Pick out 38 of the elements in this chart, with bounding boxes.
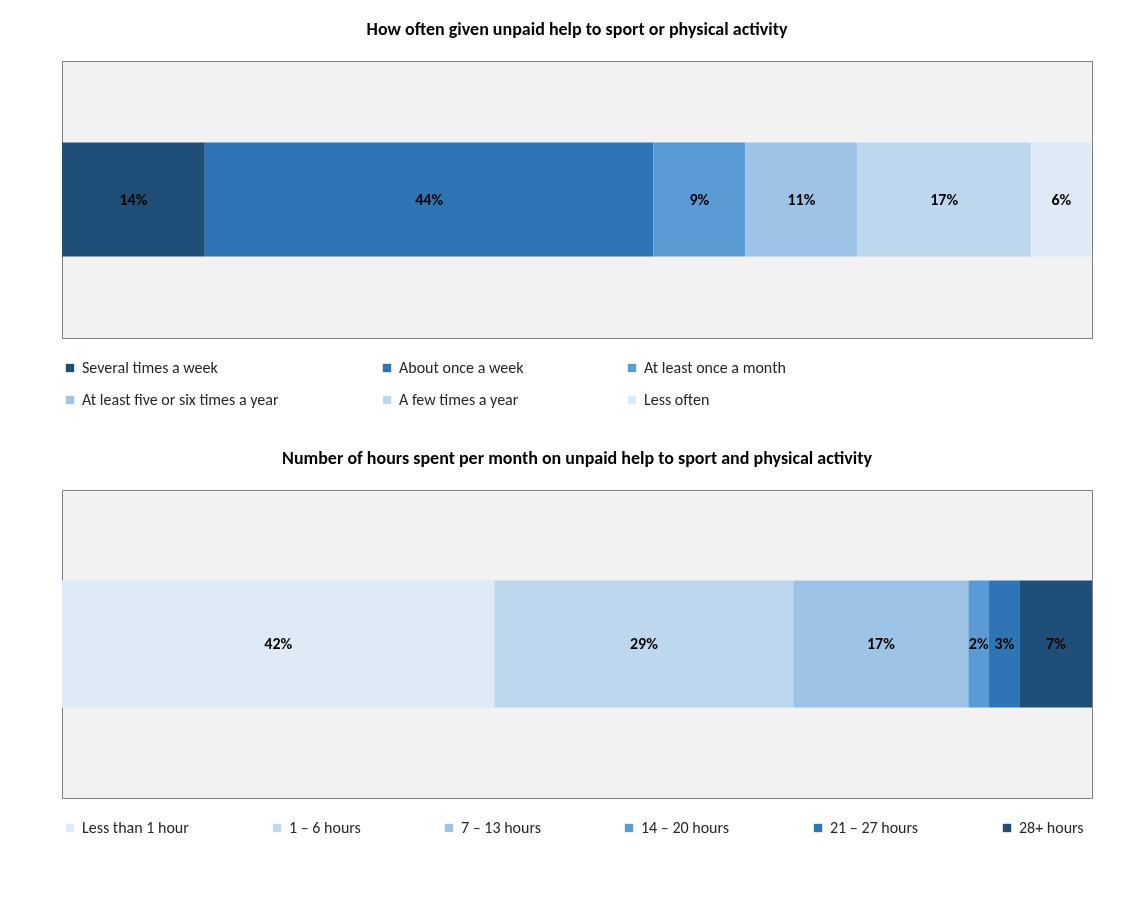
bar xyxy=(494,580,794,708)
legend-label: At least once a month xyxy=(644,358,786,377)
legend-label: Less often xyxy=(644,390,710,409)
data-label: 42% xyxy=(264,634,293,653)
legend-label: 7 – 13 hours xyxy=(461,818,541,837)
bar xyxy=(1030,142,1092,257)
data-label: 3% xyxy=(994,634,1015,653)
data-label: 14% xyxy=(119,189,148,209)
data-label: 17% xyxy=(866,634,896,653)
data-label: 11% xyxy=(787,189,816,209)
bar xyxy=(62,580,495,708)
data-label: 7% xyxy=(1046,634,1067,653)
bar xyxy=(857,142,1031,257)
data-label: 29% xyxy=(630,634,659,653)
data-label: 44% xyxy=(415,189,444,209)
data-label: 17% xyxy=(930,189,959,209)
bar xyxy=(989,580,1020,708)
legend-label: 28+ hours xyxy=(1019,818,1084,837)
data-label: 9% xyxy=(689,189,710,209)
legend-label: Less than 1 hour xyxy=(82,818,190,837)
bar xyxy=(1019,580,1092,708)
legend-label: 1 – 6 hours xyxy=(289,818,361,837)
chart-title: Number of hours spent per month on unpaid help to sport and physical activity xyxy=(282,447,873,469)
data-label: 2% xyxy=(968,634,989,653)
bar xyxy=(745,142,858,257)
bar xyxy=(968,580,989,708)
legend-label: A few times a year xyxy=(399,390,519,409)
chart-title: How often given unpaid help to sport or physical activity xyxy=(366,18,788,40)
legend-label: About once a week xyxy=(399,358,525,377)
bar xyxy=(653,142,746,257)
bar xyxy=(62,142,205,257)
data-label: 6% xyxy=(1051,189,1072,209)
legend-label: 21 – 27 hours xyxy=(830,818,919,837)
legend-label: Several times a week xyxy=(82,358,219,377)
legend-label: 14 – 20 hours xyxy=(641,818,730,837)
bar xyxy=(793,580,969,708)
legend-label: At least five or six times a year xyxy=(82,390,279,409)
bar xyxy=(204,142,654,257)
